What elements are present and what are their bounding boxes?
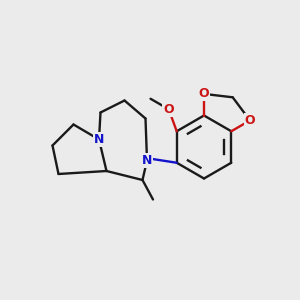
Text: N: N <box>94 133 104 146</box>
Text: O: O <box>199 87 209 101</box>
Text: O: O <box>245 114 255 127</box>
Text: N: N <box>142 154 152 167</box>
Text: O: O <box>164 103 174 116</box>
